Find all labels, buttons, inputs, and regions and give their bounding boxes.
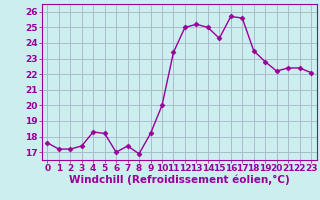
X-axis label: Windchill (Refroidissement éolien,°C): Windchill (Refroidissement éolien,°C)	[69, 175, 290, 185]
